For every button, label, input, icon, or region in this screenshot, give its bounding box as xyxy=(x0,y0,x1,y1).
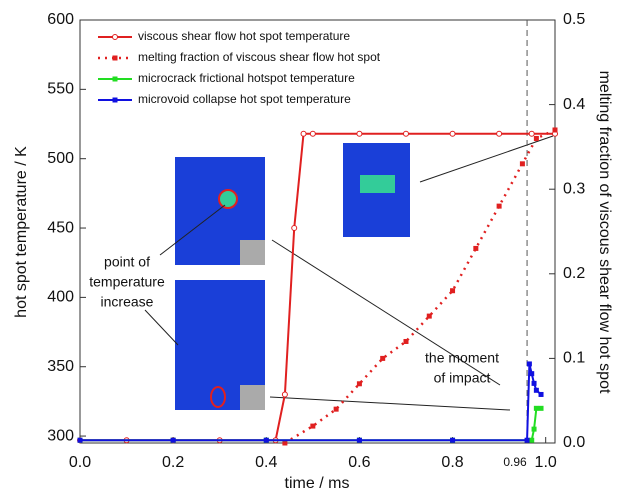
y2-tick-label: 0.5 xyxy=(563,11,585,28)
legend-marker xyxy=(112,55,118,61)
legend-label: microcrack frictional hotspot temperatur… xyxy=(138,71,355,85)
marker xyxy=(356,381,362,387)
x-tick-label: 1.0 xyxy=(535,454,557,471)
inset-image xyxy=(360,175,395,193)
legend-label: viscous shear flow hot spot temperature xyxy=(138,29,350,43)
marker xyxy=(538,405,544,411)
y-axis-label: hot spot temperature / K xyxy=(13,146,30,318)
y2-tick-label: 0.2 xyxy=(563,265,585,282)
y2-tick-label: 0.0 xyxy=(563,434,585,451)
legend-marker xyxy=(112,97,118,103)
marker xyxy=(533,135,539,141)
x-tick-label: 0.96 xyxy=(503,455,527,469)
y-tick-label: 600 xyxy=(47,11,74,28)
marker xyxy=(426,313,432,319)
marker xyxy=(281,391,288,398)
marker xyxy=(496,130,503,137)
inset-image xyxy=(240,240,265,265)
x-tick-label: 0.2 xyxy=(162,454,184,471)
y-tick-label: 500 xyxy=(47,150,74,167)
x-tick-label: 0.0 xyxy=(69,454,91,471)
marker xyxy=(310,423,316,429)
y-tick-label: 400 xyxy=(47,289,74,306)
marker xyxy=(282,440,288,446)
plot-frame xyxy=(79,19,556,444)
marker xyxy=(450,437,456,443)
marker xyxy=(552,127,558,133)
marker xyxy=(333,406,339,412)
y2-tick-label: 0.4 xyxy=(563,96,585,113)
marker xyxy=(356,437,362,443)
legend-label: microvoid collapse hot spot temperature xyxy=(138,92,351,106)
marker xyxy=(402,130,409,137)
y2-tick-label: 0.1 xyxy=(563,350,585,367)
annotation: temperature xyxy=(89,274,165,290)
x-axis-label: time / ms xyxy=(285,475,350,492)
marker xyxy=(263,437,269,443)
annotation: of impact xyxy=(434,370,491,386)
y-tick-label: 350 xyxy=(47,358,74,375)
series-line xyxy=(284,128,556,445)
arrow xyxy=(271,239,501,386)
legend-marker xyxy=(112,76,118,82)
inset-highlight xyxy=(218,189,238,209)
annotation: increase xyxy=(101,294,154,310)
y-tick-label: 300 xyxy=(47,427,74,444)
marker xyxy=(533,405,539,411)
inset-highlight xyxy=(210,386,226,408)
x-tick-label: 0.4 xyxy=(255,454,277,471)
legend-marker xyxy=(112,34,118,40)
marker xyxy=(528,130,535,137)
arrow xyxy=(144,309,179,346)
y-tick-label: 450 xyxy=(47,219,74,236)
y-tick-label: 550 xyxy=(47,81,74,98)
marker xyxy=(403,338,409,344)
marker xyxy=(524,437,530,443)
legend-label: melting fraction of viscous shear flow h… xyxy=(138,50,381,64)
marker xyxy=(77,437,83,443)
marker xyxy=(519,161,525,167)
marker xyxy=(300,130,307,137)
y2-axis-label: melting fraction of viscous shear flow h… xyxy=(596,71,613,394)
marker xyxy=(526,361,532,367)
arrow xyxy=(419,135,554,183)
marker xyxy=(291,225,298,232)
marker xyxy=(473,245,479,251)
marker xyxy=(170,437,176,443)
marker xyxy=(529,437,535,443)
x-tick-label: 0.6 xyxy=(348,454,370,471)
marker xyxy=(449,130,456,137)
annotation: the moment xyxy=(425,350,499,366)
marker xyxy=(531,426,537,432)
y2-tick-label: 0.3 xyxy=(563,180,585,197)
marker xyxy=(356,130,363,137)
insets xyxy=(144,135,554,411)
marker xyxy=(309,130,316,137)
marker xyxy=(531,380,537,386)
marker xyxy=(380,355,386,361)
marker xyxy=(450,288,456,294)
marker xyxy=(529,371,535,377)
annotation: point of xyxy=(104,254,150,270)
marker xyxy=(533,387,539,393)
x-tick-label: 0.8 xyxy=(441,454,463,471)
inset-image xyxy=(240,385,265,410)
marker xyxy=(538,391,544,397)
arrow xyxy=(269,396,511,411)
marker xyxy=(496,203,502,209)
arrow xyxy=(159,204,226,256)
